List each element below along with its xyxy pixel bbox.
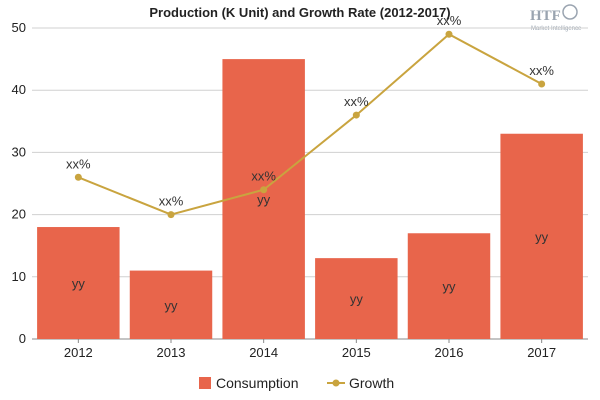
line-data-label: xx%	[159, 194, 184, 209]
x-tick-label: 2016	[435, 345, 464, 360]
y-tick-label: 50	[12, 20, 26, 35]
line-data-label: xx%	[344, 94, 369, 109]
bar-data-label: yy	[350, 292, 364, 307]
growth-point-2017	[538, 80, 546, 88]
growth-line	[77, 33, 543, 216]
y-tick-label: 0	[19, 331, 26, 346]
line-data-label: xx%	[437, 13, 462, 28]
chart-title: Production (K Unit) and Growth Rate (201…	[149, 5, 450, 20]
line-data-label: xx%	[251, 169, 276, 184]
y-tick-label: 10	[12, 269, 26, 284]
line-labels: xx% xx% xx% xx% xx% xx%	[66, 13, 554, 208]
legend-label-growth: Growth	[349, 375, 394, 391]
bar-data-label: yy	[257, 192, 271, 207]
legend-swatch-consumption	[199, 377, 211, 389]
bar-series	[37, 59, 583, 339]
bar-data-label: yy	[72, 276, 86, 291]
x-tick-label: 2013	[157, 345, 186, 360]
y-tick-label: 20	[12, 207, 26, 222]
growth-point-2016	[445, 30, 453, 38]
logo-subtext: Market Intelligence	[531, 26, 582, 32]
bar-labels: yy yy yy yy yy yy	[72, 192, 549, 313]
line-series	[74, 30, 546, 219]
gridlines	[32, 27, 588, 340]
logo-text: HTF	[530, 8, 561, 24]
y-tick-label: 40	[12, 82, 26, 97]
globe-icon	[562, 4, 578, 20]
bar-data-label: yy	[165, 298, 179, 313]
line-data-label: xx%	[529, 63, 554, 78]
y-axis: 0 10 20 30 40 50	[12, 20, 26, 346]
growth-point-2015	[352, 111, 360, 119]
x-tick-label: 2015	[342, 345, 371, 360]
bar-2015	[315, 258, 398, 339]
legend-label-consumption: Consumption	[216, 375, 299, 391]
y-tick-label: 30	[12, 144, 26, 159]
bar-2012	[37, 227, 120, 339]
x-tick-label: 2017	[527, 345, 556, 360]
growth-point-2014	[260, 186, 268, 194]
x-tick-label: 2012	[64, 345, 93, 360]
bar-2013	[129, 270, 213, 339]
bar-2014	[222, 59, 305, 339]
x-axis: 2012 2013 2014 2015 2016 2017	[64, 339, 556, 360]
legend: Consumption Growth	[199, 375, 394, 391]
line-data-label: xx%	[66, 156, 91, 171]
growth-point-2013	[167, 211, 175, 219]
bar-2017	[500, 133, 583, 339]
legend-marker-growth	[332, 379, 340, 387]
bar-data-label: yy	[535, 229, 549, 244]
x-tick-label: 2014	[249, 345, 278, 360]
bar-2016	[407, 233, 491, 339]
logo: HTF Market Intelligence	[530, 4, 582, 32]
bar-data-label: yy	[443, 279, 457, 294]
growth-point-2012	[74, 173, 82, 181]
